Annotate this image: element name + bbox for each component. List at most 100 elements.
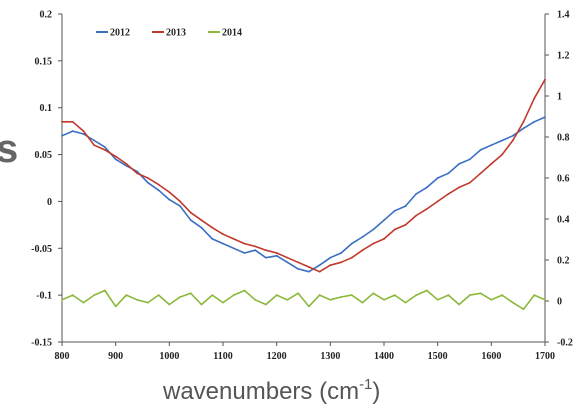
data-point-2013 <box>415 214 418 217</box>
data-point-2014 <box>82 301 85 304</box>
data-point-2014 <box>168 303 171 306</box>
right-tick-label: -0.2 <box>557 338 573 349</box>
data-point-2013 <box>243 242 246 245</box>
data-point-2013 <box>372 242 375 245</box>
data-point-2013 <box>200 219 203 222</box>
data-point-2013 <box>286 256 289 259</box>
data-point-2012 <box>436 177 439 179</box>
data-point-2013 <box>501 153 503 156</box>
data-point-2013 <box>275 252 278 254</box>
data-point-2014 <box>265 303 267 306</box>
data-point-2013 <box>447 193 450 195</box>
data-point-2012 <box>426 186 428 189</box>
data-point-2012 <box>393 209 396 212</box>
data-point-2012 <box>479 149 482 151</box>
data-point-2014 <box>243 289 246 292</box>
data-point-2012 <box>254 249 257 252</box>
cropped-text-fragment: s <box>0 127 18 171</box>
data-point-2012 <box>533 120 536 123</box>
data-point-2013 <box>168 191 171 194</box>
data-point-2014 <box>200 303 203 306</box>
left-tick-label: 0 <box>47 197 52 208</box>
x-tick-label: 1700 <box>535 351 555 362</box>
legend-label-2012: 2012 <box>110 28 130 39</box>
data-point-2012 <box>147 181 149 184</box>
data-point-2012 <box>501 139 503 142</box>
legend-label-2014: 2014 <box>222 28 242 39</box>
data-point-2014 <box>308 305 310 308</box>
data-point-2012 <box>350 242 353 245</box>
data-point-2013 <box>93 144 96 147</box>
data-point-2013 <box>232 238 235 240</box>
data-point-2013 <box>340 261 342 264</box>
right-tick-label: 0 <box>557 297 562 308</box>
data-point-2012 <box>82 133 85 135</box>
data-point-2014 <box>93 294 96 296</box>
data-point-2013 <box>329 264 332 267</box>
right-tick-label: 0.6 <box>557 174 570 185</box>
data-point-2012 <box>61 134 63 137</box>
data-point-2012 <box>71 130 74 133</box>
data-point-2013 <box>361 249 364 252</box>
data-point-2013 <box>544 78 546 81</box>
data-point-2014 <box>211 294 214 296</box>
data-point-2013 <box>318 270 321 273</box>
data-point-2013 <box>308 266 310 268</box>
data-point-2013 <box>136 172 139 175</box>
x-axis-label-superscript: -1 <box>359 376 372 393</box>
data-point-2012 <box>469 158 471 161</box>
data-point-2013 <box>383 238 385 240</box>
data-point-2014 <box>61 298 63 301</box>
data-point-2012 <box>104 146 106 149</box>
data-point-2014 <box>318 294 321 296</box>
x-axis-label: wavenumbers (cm-1) <box>162 376 380 405</box>
series-line-2013 <box>62 79 546 273</box>
data-point-2013 <box>125 163 128 165</box>
series-2014 <box>61 289 546 311</box>
data-point-2013 <box>71 120 74 123</box>
series-2013 <box>61 78 546 273</box>
series-line-2014 <box>61 289 546 310</box>
x-tick-label: 1500 <box>428 351 448 362</box>
data-point-2013 <box>479 172 482 175</box>
data-point-2014 <box>415 294 418 296</box>
data-point-2013 <box>61 120 63 123</box>
data-point-2014 <box>286 298 289 301</box>
data-point-2014 <box>222 301 224 304</box>
data-point-2014 <box>350 294 353 296</box>
data-point-2012 <box>522 127 525 130</box>
data-point-2012 <box>490 144 493 147</box>
data-point-2013 <box>254 245 257 248</box>
data-point-2012 <box>415 193 418 195</box>
x-axis-label-main: wavenumbers (cm <box>162 378 359 405</box>
data-point-2013 <box>350 256 353 259</box>
data-point-2012 <box>404 205 407 208</box>
data-point-2013 <box>393 228 396 231</box>
data-point-2014 <box>340 296 342 298</box>
data-point-2014 <box>147 301 149 304</box>
x-tick-label: 900 <box>108 351 123 362</box>
data-point-2014 <box>297 292 299 295</box>
data-point-2014 <box>404 301 407 304</box>
data-point-2012 <box>297 268 299 270</box>
left-tick-label: -0.1 <box>36 291 52 302</box>
data-point-2014 <box>71 294 74 296</box>
x-tick-label: 1000 <box>159 351 179 362</box>
data-point-2012 <box>211 238 214 240</box>
left-tick-label: -0.15 <box>31 338 52 349</box>
data-point-2012 <box>447 172 450 175</box>
data-point-2014 <box>501 294 503 296</box>
data-point-2014 <box>458 303 460 306</box>
data-point-2014 <box>114 305 117 308</box>
series-layer <box>61 78 546 311</box>
data-point-2013 <box>404 224 407 226</box>
data-point-2014 <box>436 298 439 301</box>
data-point-2013 <box>511 139 514 142</box>
data-point-2012 <box>511 134 514 137</box>
right-tick-label: 0.2 <box>557 256 570 267</box>
data-point-2012 <box>372 228 375 231</box>
right-tick-label: 1.4 <box>557 10 570 21</box>
data-point-2013 <box>490 163 493 165</box>
left-tick-label: 0.1 <box>40 103 53 114</box>
